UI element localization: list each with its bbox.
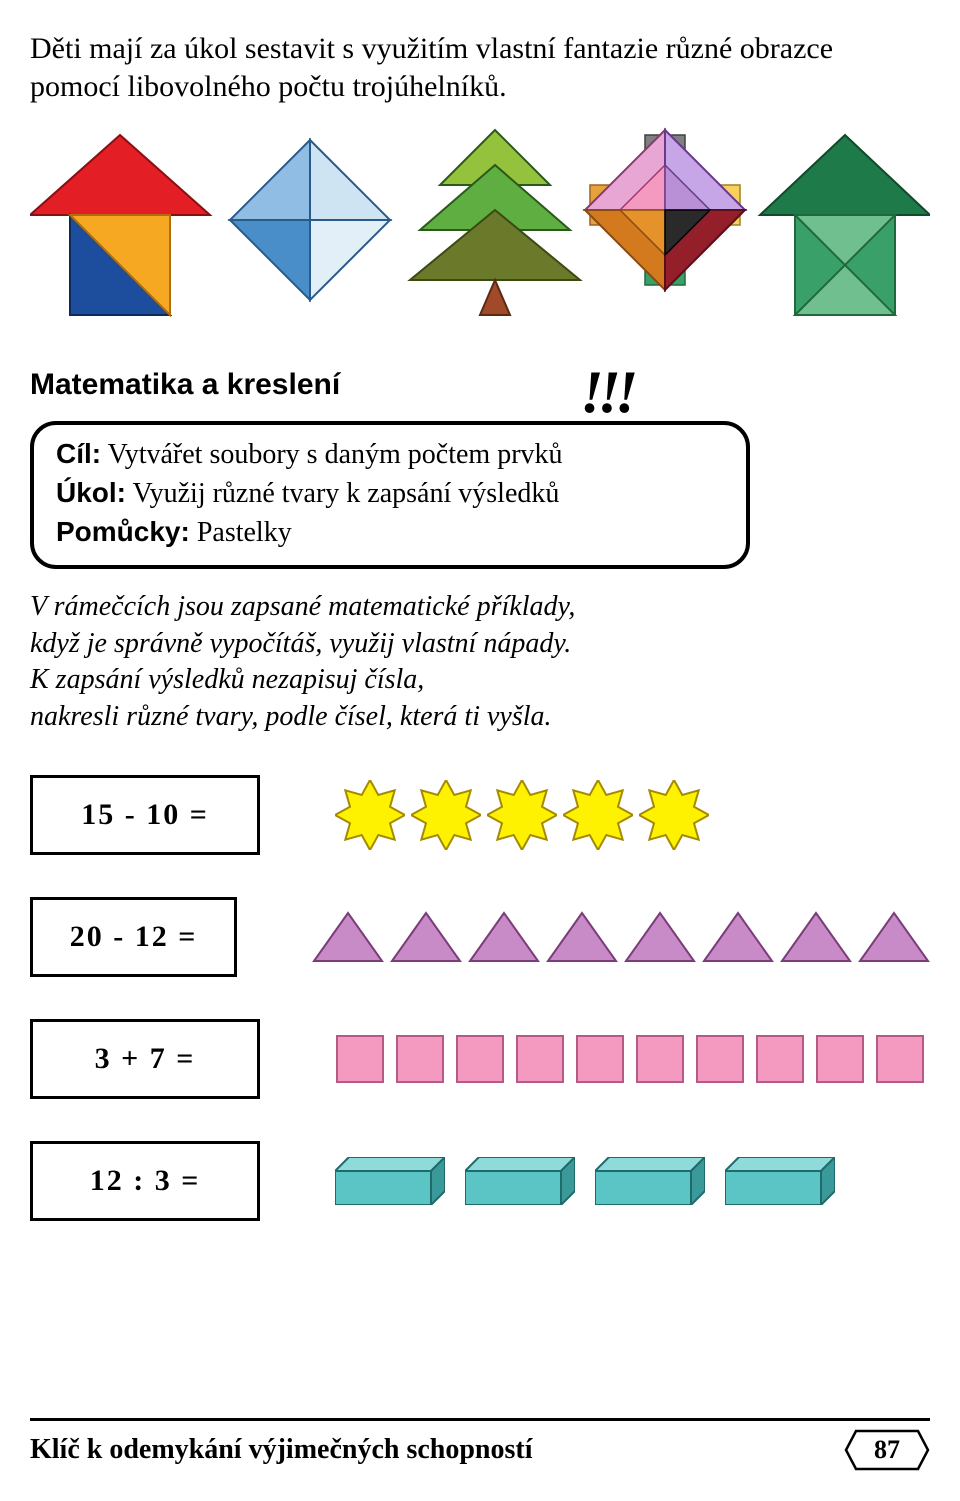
page-number: 87 [844,1429,930,1471]
star-icon [411,780,481,850]
square-icon [395,1034,445,1084]
answer-shapes [312,911,930,963]
goal-ukol: Úkol: Využij různé tvary k zapsání výsle… [56,474,724,513]
star-icon [487,780,557,850]
tangram-figures [30,125,930,325]
problems-list: 15 - 10 = 20 - 12 = 3 + 7 = 12 : 3 = [30,775,930,1221]
goal-box: Cíl: Vytvářet soubory s daným počtem prv… [30,421,750,569]
instr-line-4: nakresli různé tvary, podle čísel, která… [30,699,930,735]
footer: Klíč k odemykání výjimečných schopností … [30,1429,930,1471]
intro-text: Děti mají za úkol sestavit s využitím vl… [30,30,930,105]
pomucky-text: Pastelky [190,517,292,548]
problem-row: 15 - 10 = [30,775,930,855]
square-icon [755,1034,805,1084]
ukol-label: Úkol: [56,477,126,508]
pomucky-label: Pomůcky: [56,516,190,547]
page-number-oval: 87 [844,1429,930,1471]
goal-cil: Cíl: Vytvářet soubory s daným počtem prv… [56,435,724,474]
square-icon [875,1034,925,1084]
triangle-icon [858,911,930,963]
star-icon [639,780,709,850]
answer-shapes [335,780,709,850]
triangle-icon [780,911,852,963]
problem-expression: 3 + 7 = [30,1019,260,1099]
tangram-svg [30,125,930,325]
problem-expression: 15 - 10 = [30,775,260,855]
cuboid-icon [595,1157,705,1205]
answer-shapes [335,1034,925,1084]
instructions: V rámečcích jsou zapsané matematické pří… [30,589,930,735]
triangle-icon [546,911,618,963]
ukol-text: Využij různé tvary k zapsání výsledků [126,478,559,509]
square-icon [515,1034,565,1084]
instr-line-1: V rámečcích jsou zapsané matematické pří… [30,589,930,625]
cil-text: Vytvářet soubory s daným počtem prvků [101,439,562,470]
square-icon [335,1034,385,1084]
triangle-icon [468,911,540,963]
cil-label: Cíl: [56,438,101,469]
cuboid-icon [465,1157,575,1205]
problem-row: 12 : 3 = [30,1141,930,1221]
star-icon [563,780,633,850]
instr-line-3: K zapsání výsledků nezapisuj čísla, [30,662,930,698]
cuboid-icon [335,1157,445,1205]
problem-expression: 12 : 3 = [30,1141,260,1221]
attention-bangs: !!! [580,358,632,427]
triangle-icon [312,911,384,963]
star-icon [335,780,405,850]
problem-row: 20 - 12 = [30,897,930,977]
square-icon [695,1034,745,1084]
triangle-icon [702,911,774,963]
square-icon [815,1034,865,1084]
footer-title: Klíč k odemykání výjimečných schopností [30,1434,532,1466]
problem-row: 3 + 7 = [30,1019,930,1099]
section-header: Matematika a kreslení !!! [30,350,930,419]
goal-pomucky: Pomůcky: Pastelky [56,513,724,552]
instr-line-2: když je správně vypočítáš, využij vlastn… [30,626,930,662]
cuboid-icon [725,1157,835,1205]
square-icon [575,1034,625,1084]
footer-rule [30,1418,930,1421]
square-icon [455,1034,505,1084]
square-icon [635,1034,685,1084]
triangle-icon [624,911,696,963]
problem-expression: 20 - 12 = [30,897,237,977]
answer-shapes [335,1157,835,1205]
triangle-icon [390,911,462,963]
section-title: Matematika a kreslení [30,368,340,402]
